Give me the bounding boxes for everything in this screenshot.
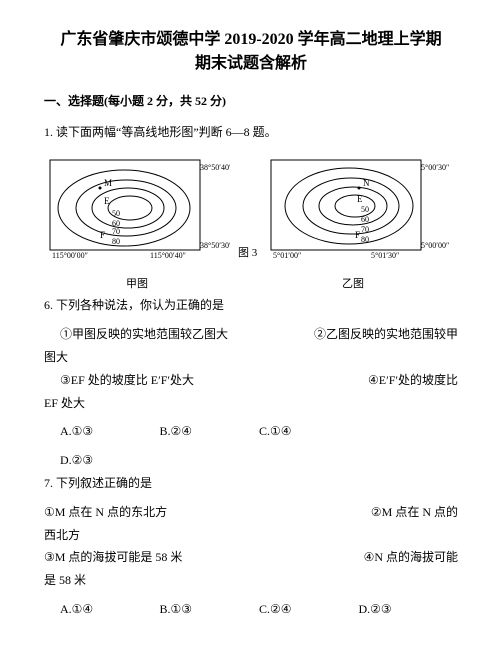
svg-text:70: 70 bbox=[112, 227, 120, 236]
section-heading: 一、选择题(每小题 2 分，共 52 分) bbox=[44, 90, 458, 113]
svg-text:80: 80 bbox=[112, 237, 120, 246]
q7-statements-row2: ③M 点的海拔可能是 58 米 ④N 点的海拔可能 bbox=[44, 546, 458, 569]
q6-statements-row1: ①甲图反映的实地范围较乙图大 ②乙图反映的实地范围较甲 bbox=[44, 323, 458, 346]
q7-C: C.②④ bbox=[259, 598, 359, 621]
q7-statements-row1: ①M 点在 N 点的东北方 ②M 点在 N 点的 bbox=[44, 501, 458, 524]
q6-C: C.①④ bbox=[259, 420, 359, 443]
q7-A: A.①④ bbox=[60, 598, 160, 621]
q7-opt4: ④N 点的海拔可能 bbox=[340, 546, 458, 569]
svg-text:5°00′00″: 5°00′00″ bbox=[421, 241, 449, 250]
q7-opt4-cont: 是 58 米 bbox=[44, 569, 458, 592]
diagram-center-label: 图 3 bbox=[238, 243, 257, 270]
svg-text:F: F bbox=[100, 230, 105, 240]
q6-statements-row2: ③EF 处的坡度比 E′F′处大 ④E′F′处的坡度比 bbox=[44, 369, 458, 392]
svg-text:38°50′40″: 38°50′40″ bbox=[200, 163, 230, 172]
svg-text:38°50′30″: 38°50′30″ bbox=[200, 241, 230, 250]
svg-text:E: E bbox=[357, 194, 363, 204]
q7-B: B.①③ bbox=[160, 598, 260, 621]
svg-text:M: M bbox=[104, 178, 112, 188]
q6-B: B.②④ bbox=[160, 420, 260, 443]
svg-text:F: F bbox=[355, 230, 360, 240]
q7-stem: 7. 下列叙述正确的是 bbox=[44, 472, 458, 495]
q7-options: A.①④ B.①③ C.②④ D.②③ bbox=[60, 598, 458, 621]
q6-opt3: ③EF 处的坡度比 E′F′处大 bbox=[60, 369, 344, 392]
diagram-bottom-labels: 甲图 乙图 bbox=[44, 274, 458, 295]
svg-text:50: 50 bbox=[112, 209, 120, 218]
svg-text:50: 50 bbox=[361, 205, 369, 214]
svg-text:E: E bbox=[104, 196, 110, 206]
q6-opt2: ②乙图反映的实地范围较甲 bbox=[290, 323, 458, 346]
diagram-right: N E F 50 60 70 80 5°00′30″ 5°00′00″ 5°01… bbox=[265, 150, 451, 270]
contour-diagrams: M E F 50 60 70 80 38°50′40″ 38°50′30″ 11… bbox=[44, 150, 458, 270]
svg-text:80: 80 bbox=[361, 235, 369, 244]
title-line-2: 期末试题含解析 bbox=[44, 52, 458, 76]
svg-text:115°00′40″: 115°00′40″ bbox=[150, 251, 186, 260]
svg-text:115°00′00″: 115°00′00″ bbox=[52, 251, 88, 260]
svg-text:5°01′00″: 5°01′00″ bbox=[273, 251, 301, 260]
q7-D: D.②③ bbox=[359, 598, 459, 621]
q1-stem: 1. 读下面两幅“等高线地形图”判断 6—8 题。 bbox=[44, 121, 458, 144]
q7-opt3: ③M 点的海拔可能是 58 米 bbox=[44, 546, 340, 569]
svg-text:5°01′30″: 5°01′30″ bbox=[371, 251, 399, 260]
diagram-left: M E F 50 60 70 80 38°50′40″ 38°50′30″ 11… bbox=[44, 150, 230, 270]
title-line-1: 广东省肇庆市颂德中学 2019-2020 学年高二地理上学期 bbox=[44, 28, 458, 52]
q7-opt2-cont: 西北方 bbox=[44, 524, 458, 547]
q6-opt1: ①甲图反映的实地范围较乙图大 bbox=[60, 323, 290, 346]
q6-D: D.②③ bbox=[60, 449, 458, 472]
svg-text:60: 60 bbox=[361, 215, 369, 224]
q6-stem: 6. 下列各种说法，你认为正确的是 bbox=[44, 294, 458, 317]
svg-text:N: N bbox=[363, 178, 370, 188]
q6-opt4-cont: EF 处大 bbox=[44, 392, 458, 415]
q6-options-row1: A.①③ B.②④ C.①④ bbox=[60, 420, 458, 443]
q6-A: A.①③ bbox=[60, 420, 160, 443]
q6-opt4: ④E′F′处的坡度比 bbox=[344, 369, 458, 392]
document-title: 广东省肇庆市颂德中学 2019-2020 学年高二地理上学期 期末试题含解析 bbox=[44, 28, 458, 76]
svg-text:5°00′30″: 5°00′30″ bbox=[421, 163, 449, 172]
q7-opt2: ②M 点在 N 点的 bbox=[347, 501, 458, 524]
q7-opt1: ①M 点在 N 点的东北方 bbox=[44, 501, 347, 524]
q6-opt2-cont: 图大 bbox=[44, 346, 458, 369]
svg-text:70: 70 bbox=[361, 225, 369, 234]
